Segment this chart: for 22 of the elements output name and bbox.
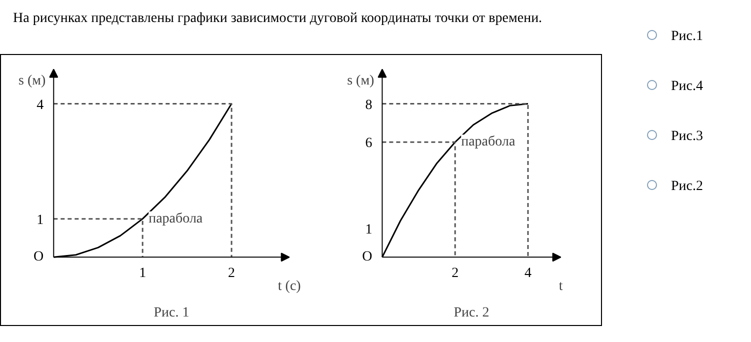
y-tick-label: 6 [365, 136, 372, 152]
y-tick-label: 8 [365, 98, 372, 113]
text: Рис.4 [670, 78, 703, 96]
annotation: парабола [461, 134, 516, 150]
x-tick-label: 2 [452, 266, 459, 282]
x-tick-label: 2 [228, 266, 236, 282]
text: Рис.2 [670, 178, 703, 196]
y-axis-title: s (м) [18, 73, 46, 88]
x-axis-title: t (с) [278, 279, 302, 294]
x-tick-label: 4 [524, 266, 532, 282]
annotation: O [362, 250, 372, 265]
x-tick-label: 1 [139, 266, 146, 282]
annotation: парабола [148, 211, 204, 226]
text: На рисунках представлены графики зависимости дуговой координаты точки от времени. [13, 10, 542, 28]
text: Рис. 1 [154, 306, 190, 320]
x-axis-title: t [558, 279, 563, 294]
y-axis-title: s (м) [347, 73, 375, 88]
annotation: O [34, 250, 44, 265]
text: Рис.3 [670, 128, 703, 146]
y-tick-label: 1 [365, 222, 372, 238]
text: Рис. 2 [454, 306, 490, 320]
text: Рис.1 [670, 28, 703, 46]
